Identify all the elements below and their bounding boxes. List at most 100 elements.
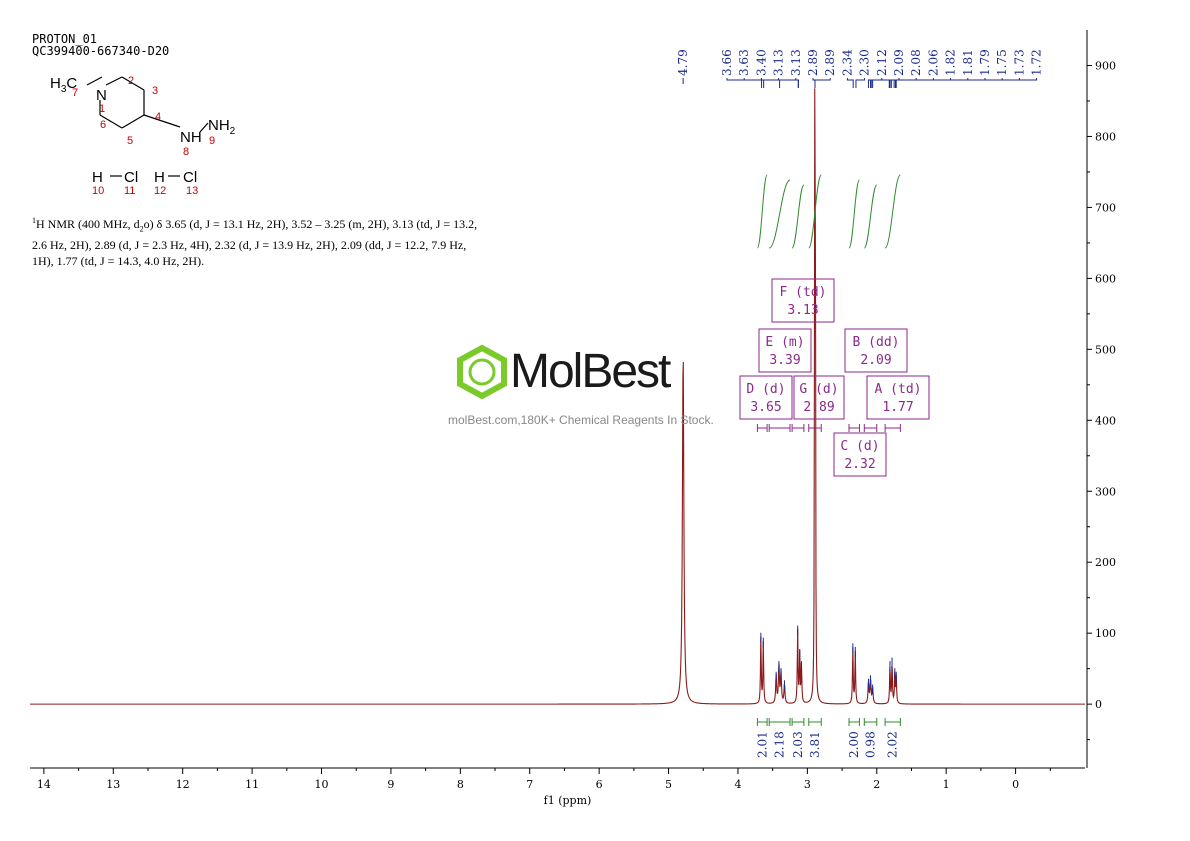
peak-label-leader xyxy=(846,78,854,88)
x-tick-label: 8 xyxy=(457,778,464,791)
multiplet-value: 2.32 xyxy=(844,457,875,472)
x-tick-label: 11 xyxy=(245,778,259,791)
peak-label: 3.13 xyxy=(789,49,803,76)
nmr-line-2: 2.6 Hz, 2H), 2.89 (d, J = 2.3 Hz, 4H), 2… xyxy=(32,238,467,253)
peak-label: 3.66 xyxy=(720,49,734,76)
peak-label-leader xyxy=(855,78,866,88)
multiplet-label: A (td) xyxy=(875,382,922,397)
nmr-line-3: 1H), 1.77 (td, J = 14.3, 4.0 Hz, 2H). xyxy=(32,254,205,269)
peak-label-leader xyxy=(814,78,831,88)
nh2-subscript: 2 xyxy=(230,126,236,137)
integral-curve-1 xyxy=(768,179,791,249)
peak-label: 2.06 xyxy=(926,49,940,76)
nmr-d-subscript: 2 xyxy=(139,224,144,234)
atom-number-3: 3 xyxy=(152,85,158,97)
atom-number-11: 11 xyxy=(124,185,135,197)
peak-label: 2.08 xyxy=(909,49,923,76)
hcl-1-h: H xyxy=(92,169,103,186)
atom-nh: NH xyxy=(180,129,202,146)
multiplet-box-2 xyxy=(844,328,908,373)
y-tick-label: 600 xyxy=(1095,272,1116,285)
multiplet-value: 3.39 xyxy=(769,353,800,368)
multiplet-value: 2.09 xyxy=(860,353,891,368)
peak-label: 3.13 xyxy=(772,49,786,76)
integral-value: 2.02 xyxy=(886,731,900,758)
atom-n1: N xyxy=(96,87,107,104)
atom-number-5: 5 xyxy=(127,135,133,147)
atom-number-8: 8 xyxy=(183,146,189,158)
x-tick-label: 0 xyxy=(1012,778,1019,791)
methyl-c: C xyxy=(66,75,77,92)
integral-value: 2.01 xyxy=(755,731,769,758)
atom-number-1: 1 xyxy=(99,103,105,115)
atom-number-9: 9 xyxy=(209,135,215,147)
multiplet-box-0 xyxy=(771,278,835,323)
spectrum-line xyxy=(30,88,1085,705)
spectrum-header: PROTON_01 QC399400-667340-D20 xyxy=(32,33,169,57)
multiplet-label: D (d) xyxy=(746,382,785,397)
multiplet-label: B (dd) xyxy=(853,335,900,350)
multiplet-label: C (d) xyxy=(840,439,879,454)
peak-label: 2.30 xyxy=(858,49,872,76)
y-tick-label: 200 xyxy=(1095,556,1116,569)
peak-label: 1.79 xyxy=(978,49,992,76)
y-tick-label: 800 xyxy=(1095,130,1116,143)
peak-label: 2.89 xyxy=(823,49,837,76)
x-tick-label: 7 xyxy=(526,778,533,791)
atom-number-7: 7 xyxy=(72,87,78,99)
multiplet-label: G (d) xyxy=(799,382,838,397)
x-tick-label: 12 xyxy=(176,778,190,791)
integral-value: 2.03 xyxy=(791,731,805,758)
atom-number-10: 10 xyxy=(92,185,104,197)
integral-value: 0.98 xyxy=(864,731,878,758)
svg-text:H3C: H3C xyxy=(50,75,77,95)
x-tick-label: 13 xyxy=(106,778,120,791)
integral-value: 2.18 xyxy=(773,731,787,758)
peak-label-leader xyxy=(795,78,799,88)
chemical-structure: H3C N NH NH2 H Cl H Cl 7 1 2 3 4 5 6 8 9… xyxy=(50,75,236,197)
integral-curve-4 xyxy=(848,179,860,249)
peak-label-leader xyxy=(760,78,781,88)
integral-curve-5 xyxy=(863,184,878,249)
svg-text:NH2: NH2 xyxy=(208,117,236,137)
peak-label: 1.75 xyxy=(995,49,1009,76)
peak-label: 2.34 xyxy=(840,49,854,76)
x-tick-label: 4 xyxy=(734,778,741,791)
sample-id: QC399400-667340-D20 xyxy=(32,44,170,58)
multiplet-box-5 xyxy=(866,375,930,420)
watermark: MolBest molBest.com,180K+ Chemical Reage… xyxy=(448,340,748,435)
hcl-2-cl: Cl xyxy=(183,169,197,186)
multiplet-label: E (m) xyxy=(765,335,804,350)
experiment-name: PROTON_01 xyxy=(32,32,98,46)
atom-nh2: NH xyxy=(208,117,230,134)
multiplet-label: F (td) xyxy=(780,285,827,300)
multiplet-box-6 xyxy=(833,432,887,477)
peak-label: 4.79 xyxy=(676,49,690,76)
multiplet-box-3 xyxy=(739,375,793,420)
multiplet-box-1 xyxy=(758,328,812,373)
x-tick-label: 6 xyxy=(596,778,603,791)
x-tick-label: 1 xyxy=(943,778,950,791)
benzene-logo-icon xyxy=(457,344,507,400)
x-tick-label: 9 xyxy=(387,778,394,791)
integral-curve-2 xyxy=(791,184,805,249)
multiplet-value: 1.77 xyxy=(882,400,913,415)
integral-value: 2.00 xyxy=(847,731,861,758)
peak-label: 1.72 xyxy=(1030,49,1044,76)
y-tick-label: 100 xyxy=(1095,627,1116,640)
atom-number-2: 2 xyxy=(128,75,134,87)
integral-curve-6 xyxy=(884,174,901,249)
hcl-2-h: H xyxy=(154,169,165,186)
atom-number-12: 12 xyxy=(154,185,166,197)
multiplet-box-4 xyxy=(793,375,845,420)
peak-label: 2.89 xyxy=(806,49,820,76)
hcl-1-cl: Cl xyxy=(124,169,138,186)
peak-label: 3.40 xyxy=(754,49,768,76)
peak-label-leader xyxy=(743,78,765,88)
peak-label: 2.09 xyxy=(892,49,906,76)
x-tick-label: 3 xyxy=(804,778,811,791)
methyl-h: H xyxy=(50,75,61,92)
x-tick-label: 2 xyxy=(873,778,880,791)
peak-label: 2.12 xyxy=(875,49,889,76)
